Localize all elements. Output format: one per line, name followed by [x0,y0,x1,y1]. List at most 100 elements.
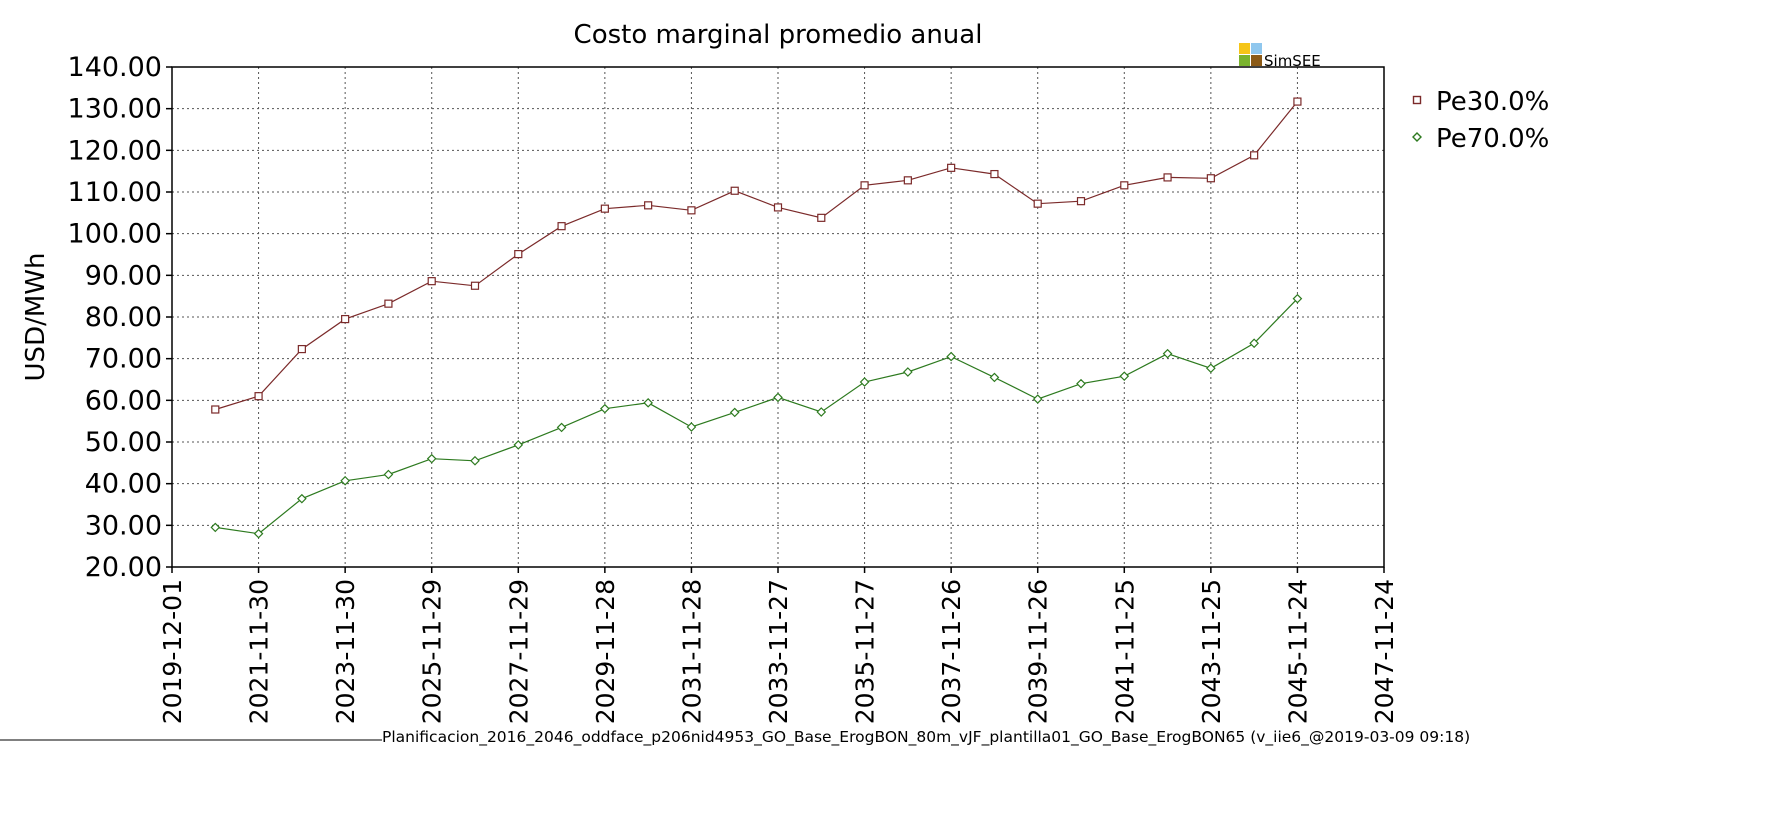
data-point [644,201,653,210]
brand-label: SimSEE [1264,52,1321,70]
y-tick-label: 60.00 [85,385,162,416]
data-point [513,440,524,450]
data-point [297,344,306,354]
data-point [1033,199,1042,208]
y-tick-label: 130.00 [68,94,162,125]
legend-label: Pe70.0% [1436,124,1549,154]
x-tick-label: 2047-11-24 [1370,579,1399,724]
y-tick-label: 90.00 [85,260,162,291]
x-tick-label: 2039-11-26 [1024,579,1053,724]
x-tick-label: 2029-11-28 [591,579,620,724]
data-point [947,163,956,172]
brand-logo: SimSEE [1239,43,1321,70]
data-point [946,351,956,362]
chart-title: Costo marginal promedio anual [574,20,983,50]
x-tick-label: 2025-11-29 [418,579,447,724]
data-point [989,372,1000,383]
data-point [1076,197,1086,206]
x-tick-label: 2037-11-26 [937,579,966,724]
data-point [211,405,220,414]
grid [172,67,1384,567]
data-point [686,422,697,432]
data-point [253,528,264,539]
data-point [817,213,826,222]
y-tick-label: 30.00 [85,510,162,541]
series-1 [211,97,1302,414]
data-point [1119,371,1130,382]
y-tick-label: 110.00 [68,177,162,208]
data-point [470,455,480,466]
y-tick-label: 80.00 [85,302,162,333]
data-point [773,203,783,212]
data-point [859,377,870,387]
data-point [773,392,783,403]
data-point [557,222,566,231]
series-2 [210,293,1303,539]
legend-item: Pe30.0% [1412,87,1549,117]
y-tick-label: 100.00 [68,219,162,250]
x-tick-label: 2019-12-01 [158,579,187,724]
data-point [729,407,740,418]
y-tick-label: 50.00 [85,427,162,458]
data-point [470,281,480,290]
data-point [1292,293,1303,304]
y-tick-label: 70.00 [85,344,162,375]
legend-label: Pe30.0% [1436,87,1549,117]
brand-logo-square-green [1239,55,1250,66]
legend: Pe30.0% Pe70.0% [1412,87,1549,154]
x-tick-label: 2027-11-29 [504,579,533,724]
data-point [1293,97,1302,106]
data-point [860,181,869,190]
x-tick-label: 2043-11-25 [1197,579,1226,724]
data-point [600,204,609,213]
brand-logo-square-brown [1251,55,1262,66]
data-point [297,493,307,504]
data-point [903,176,912,185]
data-point [556,422,567,433]
data-point [426,453,437,464]
footer-caption: Planificacion_2016_2046_oddface_p206nid4… [382,728,1470,747]
data-point [340,475,350,486]
data-point [1249,338,1259,349]
data-point [600,403,610,414]
x-tick-label: 2021-11-30 [245,579,274,724]
data-point [903,367,913,377]
data-point [1032,394,1043,404]
y-axis: 20.00 30.00 40.00 50.00 60.00 70.00 80.00 90.00… [68,52,172,583]
data-point [514,249,523,259]
series [210,97,1303,539]
data-point [254,392,263,401]
data-point [687,206,696,215]
data-point [730,186,739,195]
data-point [1163,173,1172,182]
data-point [1162,348,1173,359]
data-point [1250,151,1259,160]
series-line [215,298,1298,535]
y-tick-label: 140.00 [68,52,162,83]
x-tick-label: 2035-11-27 [851,579,880,724]
y-tick-label: 20.00 [85,552,162,583]
data-point [1206,174,1215,183]
data-point [384,299,393,308]
data-point [643,397,653,408]
data-point [1206,363,1216,374]
series-line [215,101,1298,411]
x-tick-label: 2041-11-25 [1110,579,1139,724]
data-point [341,314,350,324]
legend-item: Pe70.0% [1412,124,1549,154]
x-axis: 2019-12-01 2021-11-30 2023-11-30 2025-11-29… [158,567,1399,724]
x-tick-label: 2031-11-28 [677,579,706,724]
x-tick-label: 2023-11-30 [331,579,360,724]
data-point [210,522,221,533]
brand-logo-square-yellow [1239,43,1250,54]
x-tick-label: 2045-11-24 [1283,579,1312,724]
data-point [383,469,394,480]
data-point [990,169,999,179]
y-tick-label: 40.00 [85,469,162,500]
brand-logo-square-blue [1251,43,1262,54]
data-point [1120,181,1129,190]
y-axis-label: USD/MWh [21,253,51,382]
data-point [427,277,436,286]
data-point [816,407,827,417]
